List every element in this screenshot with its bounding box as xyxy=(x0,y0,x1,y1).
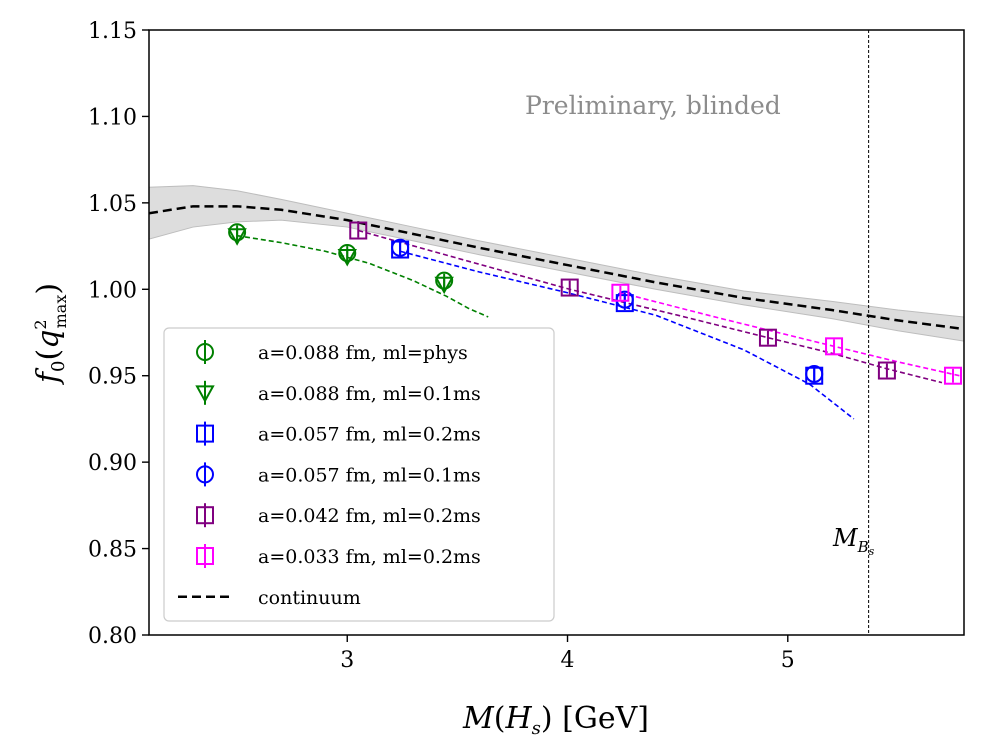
legend-frame xyxy=(163,327,555,622)
vline-label-sub: B xyxy=(857,538,869,556)
y-tick-label: 1.05 xyxy=(88,192,137,217)
legend-swatch-a-0-057-fm-ml-0-2ms xyxy=(196,424,214,443)
y-axis-ticks: 0.80 0.85 0.90 0.95 1.00 1.05 1.10 1.15 xyxy=(88,19,149,649)
x-axis-label: M(Hs) [GeV] xyxy=(462,701,649,739)
x-tick-label: 3 xyxy=(340,648,354,673)
y-tick-label: 1.10 xyxy=(88,105,137,130)
data-point-a-0-088-fm-ml-0-1ms xyxy=(337,249,357,267)
x-tick-label: 4 xyxy=(561,648,575,673)
vline-label-subsub: s xyxy=(869,545,875,558)
plot-frame xyxy=(148,29,965,636)
y-tick-label: 1.15 xyxy=(88,19,137,44)
legend-swatch-a-0-033-fm-ml-0-2ms xyxy=(196,547,214,565)
data-point-a-0-033-fm-ml-0-2ms xyxy=(943,366,962,385)
data-point-a-0-042-fm-ml-0-2ms xyxy=(877,361,896,380)
fit-line-a-0-042-fm-ml-0-2ms xyxy=(358,229,943,384)
y-tick-label: 0.85 xyxy=(88,538,137,563)
legend-swatch-a-0-057-fm-ml-0-1ms xyxy=(196,465,214,484)
legend-swatch-a-0-088-fm-ml-0-1ms xyxy=(195,385,215,403)
legend-swatch-a-0-042-fm-ml-0-2ms xyxy=(196,506,214,525)
y-tick-label: 0.80 xyxy=(88,624,137,649)
y-axis-label: f0(q2max) xyxy=(31,283,70,385)
legend-label-continuum: continuum xyxy=(258,587,361,609)
data-point-a-0-057-fm-ml-0-1ms xyxy=(615,290,634,309)
x-axis-ticks: 3 4 5 xyxy=(340,635,795,673)
continuum-line xyxy=(149,205,964,331)
y-tick-label: 0.90 xyxy=(88,451,137,476)
continuum-line-layer xyxy=(149,205,964,331)
legend: a=0.088 fm, ml=phys a=0.088 fm, ml=0.1ms a… xyxy=(163,327,555,622)
watermark-text: Preliminary, blinded xyxy=(525,91,781,120)
legend-items: a=0.088 fm, ml=phys a=0.088 fm, ml=0.1ms a… xyxy=(178,340,481,609)
y-tick-label: 0.95 xyxy=(88,365,137,390)
legend-label-a-0-057-fm-ml-0-2ms: a=0.057 fm, ml=0.2ms xyxy=(258,424,481,446)
data-point-a-0-033-fm-ml-0-2ms xyxy=(611,283,630,302)
legend-label-a-0-033-fm-ml-0-2ms: a=0.033 fm, ml=0.2ms xyxy=(258,546,481,568)
legend-label-a-0-088-fm-ml-0-1ms: a=0.088 fm, ml=0.1ms xyxy=(258,383,481,405)
data-point-a-0-042-fm-ml-0-2ms xyxy=(758,328,777,347)
data-point-a-0-057-fm-ml-0-1ms xyxy=(391,238,410,257)
data-points-layer xyxy=(227,221,962,385)
legend-label-a-0-057-fm-ml-0-1ms: a=0.057 fm, ml=0.1ms xyxy=(258,464,481,486)
data-point-a-0-033-fm-ml-0-2ms xyxy=(825,337,844,356)
data-point-a-0-042-fm-ml-0-2ms xyxy=(349,221,368,240)
data-point-a-0-088-fm-ml-0-1ms xyxy=(227,228,247,246)
vline-label: MBs xyxy=(832,524,875,558)
data-point-a-0-057-fm-ml-0-1ms xyxy=(805,364,824,383)
legend-label-a-0-088-fm-ml-phys: a=0.088 fm, ml=phys xyxy=(258,342,468,364)
data-point-a-0-042-fm-ml-0-2ms xyxy=(560,278,579,297)
y-tick-label: 1.00 xyxy=(88,278,137,303)
data-point-a-0-088-fm-ml-0-1ms xyxy=(434,276,454,295)
fit-line-a-0-088-fm-ml-phys xyxy=(236,234,489,318)
legend-label-a-0-042-fm-ml-0-2ms: a=0.042 fm, ml=0.2ms xyxy=(258,505,481,527)
legend-swatch-a-0-088-fm-ml-phys xyxy=(196,343,214,361)
plot-area xyxy=(149,30,964,635)
x-tick-label: 5 xyxy=(781,648,795,673)
vline-label-main: M xyxy=(832,524,859,552)
